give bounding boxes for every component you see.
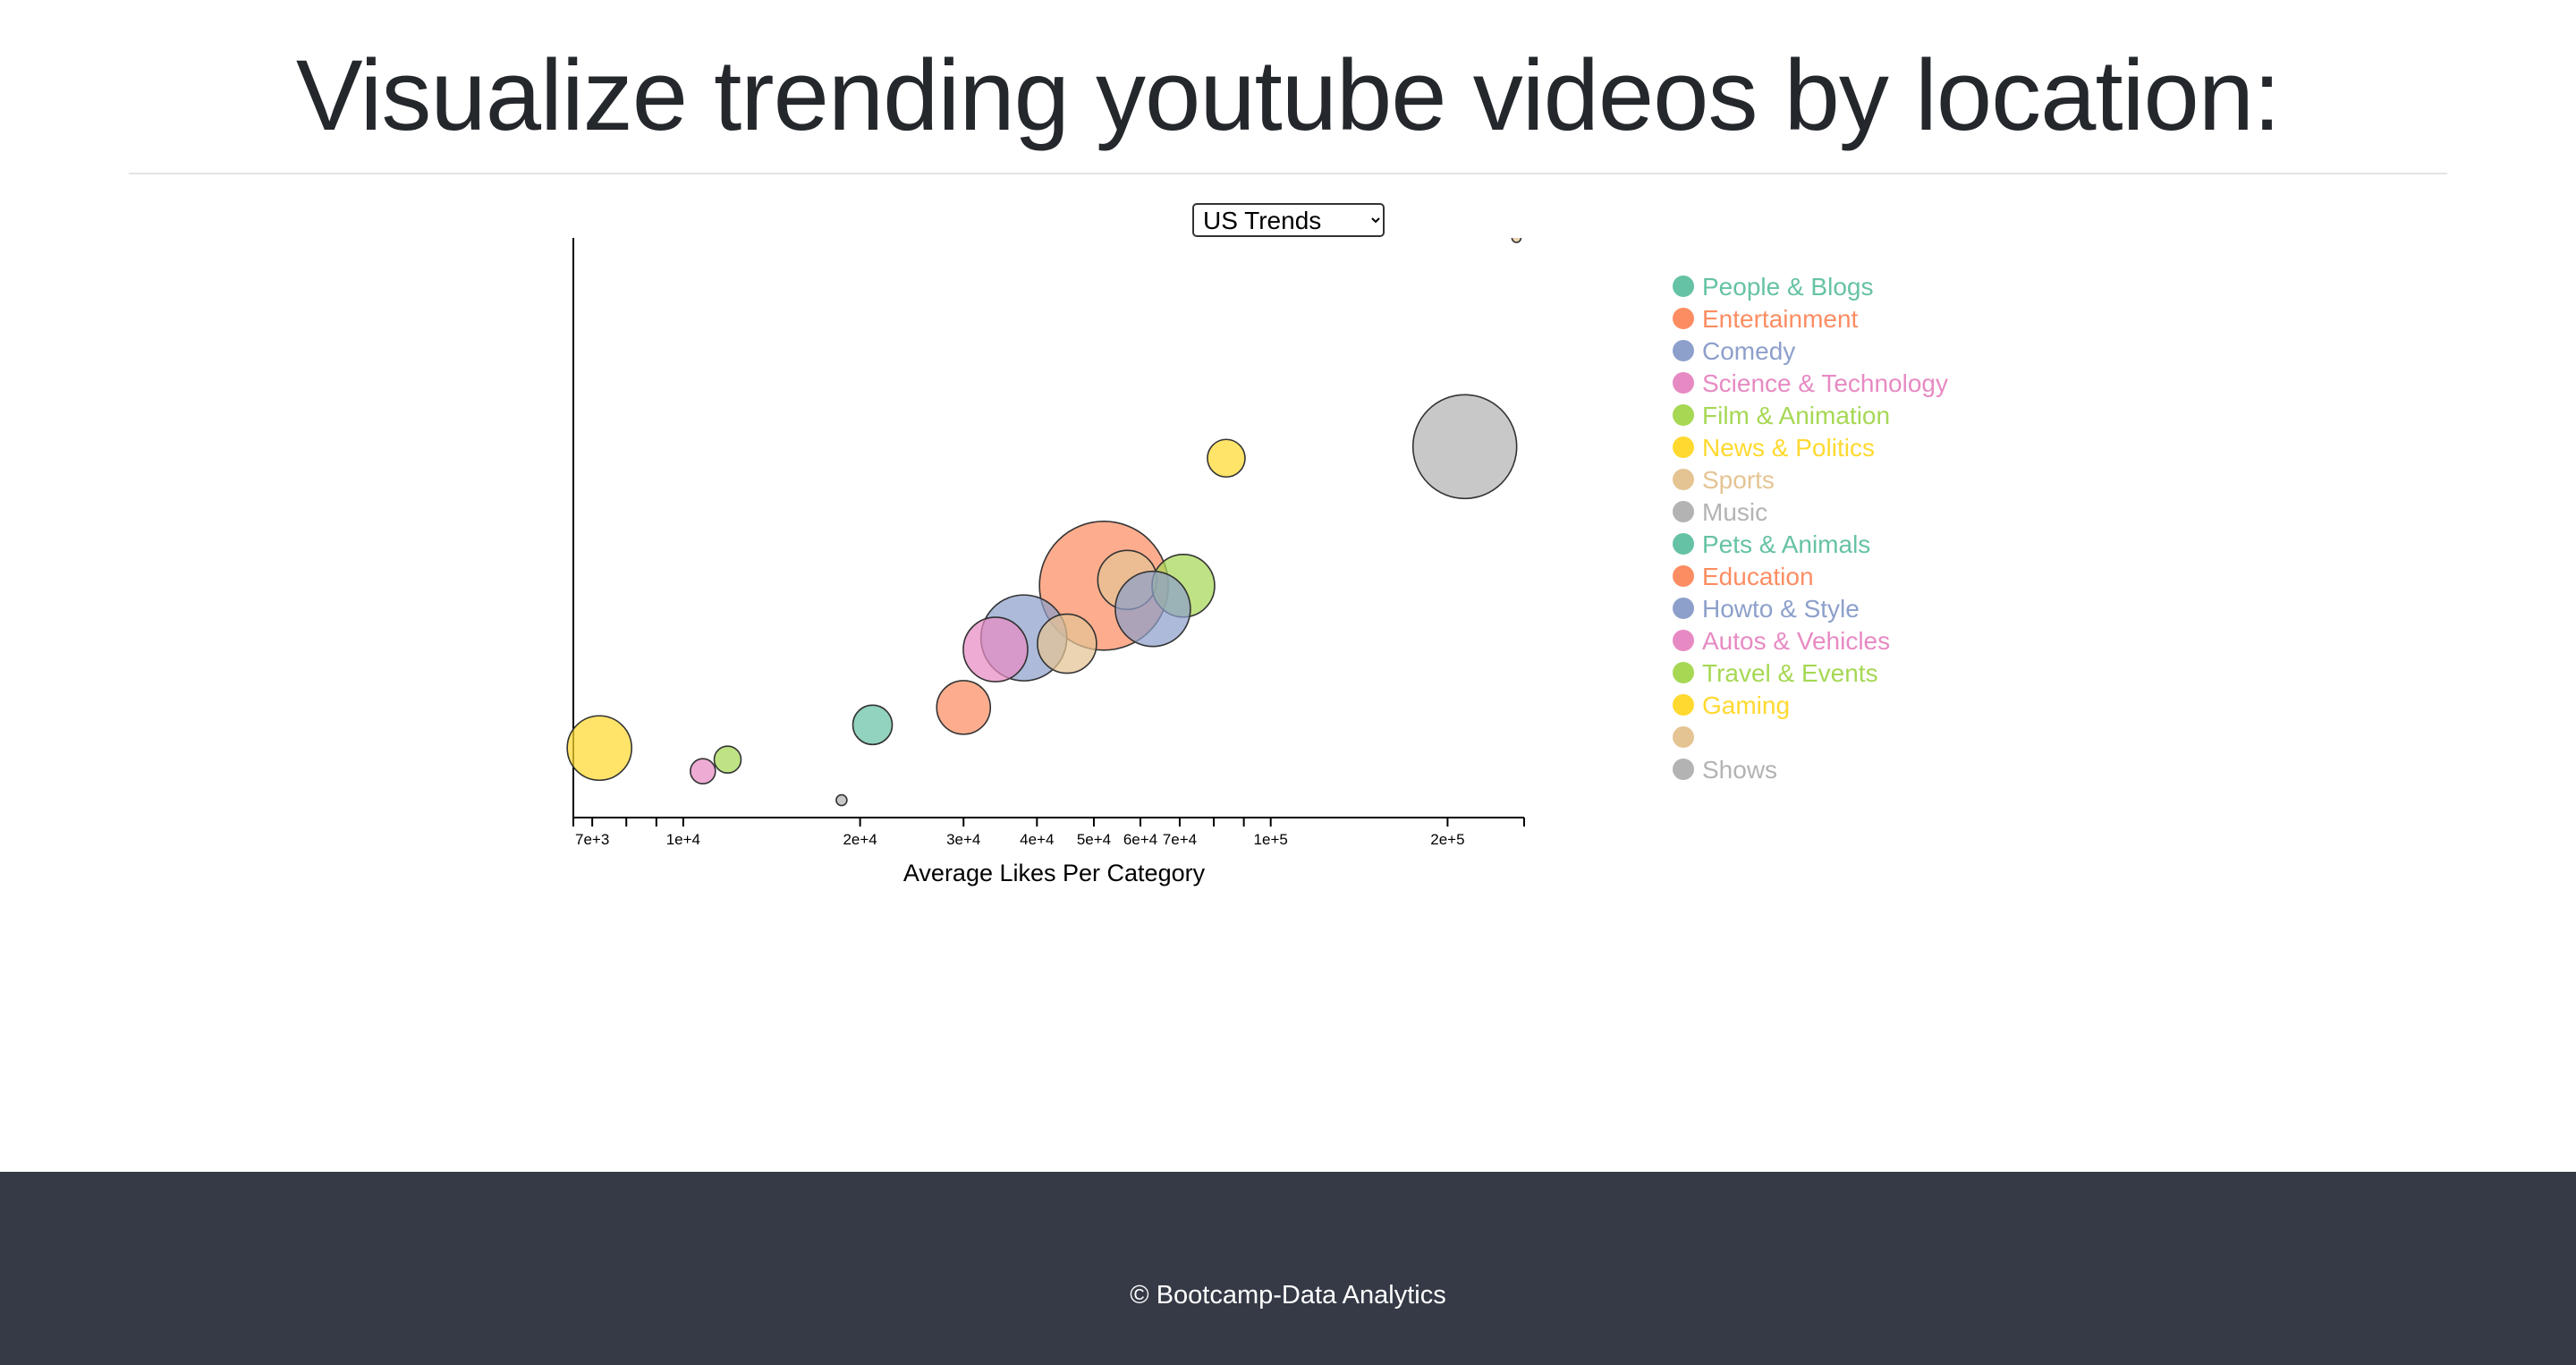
x-tick-label: 2e+4: [843, 831, 877, 848]
page-title: Visualize trending youtube videos by loc…: [295, 39, 2281, 151]
legend-label: Entertainment: [1702, 305, 1859, 333]
legend-swatch: [1673, 598, 1694, 619]
legend-swatch: [1673, 276, 1694, 297]
x-tick-label: 2e+5: [1430, 831, 1464, 848]
bubble: [1114, 570, 1191, 648]
legend-label: Howto & Style: [1702, 595, 1860, 623]
legend-label: Education: [1702, 563, 1814, 590]
legend-swatch: [1673, 501, 1694, 522]
bubble: [1511, 238, 1522, 243]
bubble: [1207, 438, 1246, 479]
x-tick-label: 4e+4: [1020, 831, 1054, 848]
x-tick-label: 7e+4: [1163, 831, 1197, 848]
bubble: [835, 793, 848, 807]
legend-label: Sports: [1702, 466, 1775, 494]
legend-label: Travel & Events: [1702, 659, 1878, 687]
bubble: [936, 680, 992, 735]
legend-label: Pets & Animals: [1702, 530, 1870, 558]
legend-label: Science & Technology: [1702, 369, 1948, 397]
legend-label: Gaming: [1702, 691, 1790, 719]
bubble: [1037, 613, 1097, 674]
legend-swatch: [1673, 662, 1694, 683]
bubble: [690, 758, 716, 784]
legend-label: Film & Animation: [1702, 402, 1890, 429]
legend-swatch: [1673, 340, 1694, 361]
footer: [0, 1172, 2576, 1365]
legend-swatch: [1673, 759, 1694, 780]
x-tick-label: 6e+4: [1123, 831, 1157, 848]
footer-copyright: © Bootcamp-Data Analytics: [1130, 1281, 1446, 1310]
legend-swatch: [1673, 565, 1694, 587]
x-tick-label: 3e+4: [946, 831, 980, 848]
legend-swatch: [1673, 469, 1694, 490]
bubble-layer: [566, 238, 1522, 807]
bubble: [962, 616, 1029, 682]
title-divider: [129, 173, 2447, 174]
legend-swatch: [1673, 404, 1694, 426]
legend-swatch: [1673, 694, 1694, 716]
legend-swatch: [1673, 372, 1694, 394]
legend-label: Music: [1702, 498, 1767, 526]
x-tick-label: 7e+3: [575, 831, 609, 848]
legend-swatch: [1673, 726, 1694, 748]
x-tick-label: 5e+4: [1077, 831, 1111, 848]
x-tick-label: 1e+4: [666, 831, 700, 848]
legend-swatch: [1673, 308, 1694, 329]
x-axis-label: Average Likes Per Category: [903, 860, 1206, 886]
bubble: [713, 745, 742, 775]
legend-label: News & Politics: [1702, 434, 1875, 462]
location-select[interactable]: US Trends: [1192, 203, 1385, 237]
x-tick-label: 1e+5: [1254, 831, 1288, 848]
legend-swatch: [1673, 630, 1694, 651]
legend-label: Comedy: [1702, 337, 1795, 365]
legend-label: Shows: [1702, 756, 1777, 784]
legend-label: People & Blogs: [1702, 273, 1873, 301]
bubble: [566, 715, 632, 782]
bubble: [1411, 394, 1518, 500]
bubble: [852, 704, 894, 746]
legend-label: Autos & Vehicles: [1702, 627, 1890, 655]
bubble-chart: 7e+3 1e+4 2e+4 3e+4 4e+4 5e+4 6e+4 7e+4 1e+5 2e+5…: [566, 238, 1948, 886]
legend-swatch: [1673, 437, 1694, 458]
legend-swatch: [1673, 533, 1694, 555]
